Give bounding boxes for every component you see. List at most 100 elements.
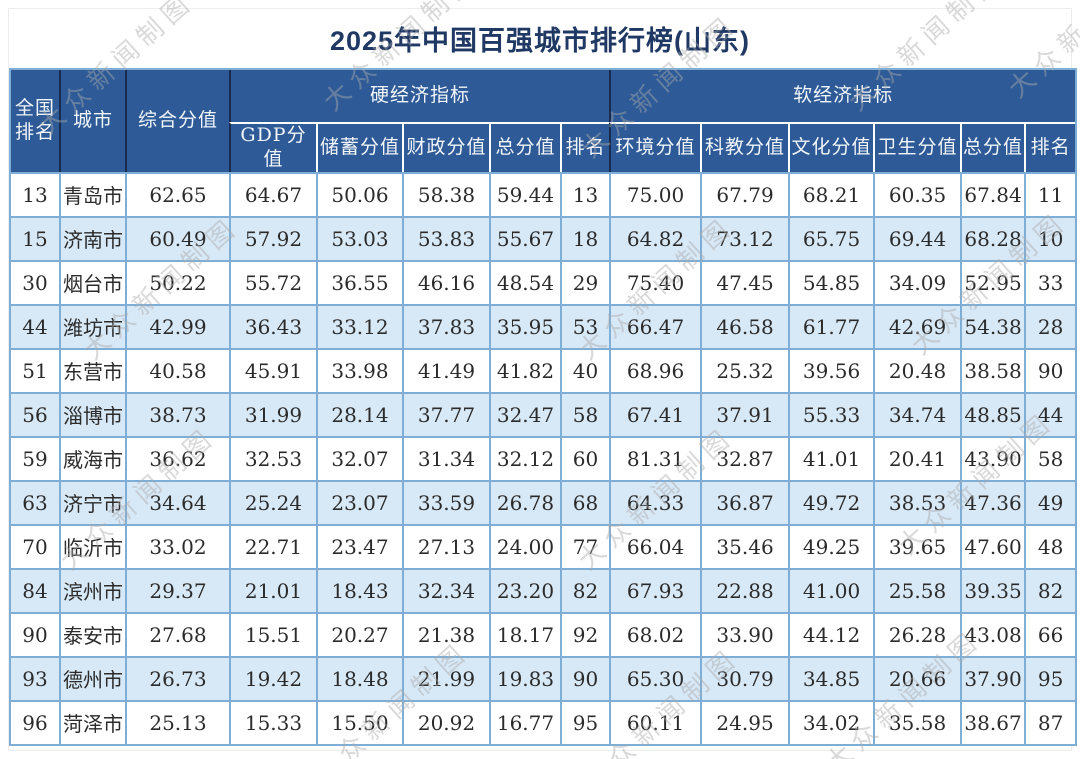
health-score-cell: 20.66 xyxy=(873,655,961,700)
soft-total-score-cell: 68.28 xyxy=(960,215,1025,260)
env-score-cell: 65.30 xyxy=(609,655,701,700)
sci-edu-score-cell: 37.91 xyxy=(700,391,789,436)
env-score-cell: 67.41 xyxy=(609,391,701,436)
culture-score-cell: 68.21 xyxy=(788,171,874,216)
table-row: 70 临沂市 33.02 22.71 23.47 27.13 24.00 77 66.04 35.… xyxy=(11,523,1076,568)
soft-rank-cell: 95 xyxy=(1024,655,1076,700)
sci-edu-score-cell: 22.88 xyxy=(700,567,789,612)
env-score-cell: 60.11 xyxy=(609,699,701,744)
culture-score-cell: 49.72 xyxy=(788,479,874,524)
composite-score-cell: 36.62 xyxy=(125,435,229,480)
national-rank-cell: 70 xyxy=(11,523,59,568)
fiscal-score-cell: 33.59 xyxy=(402,479,489,524)
savings-score-cell: 33.12 xyxy=(316,303,402,348)
hard-rank-cell: 77 xyxy=(560,523,610,568)
env-score-cell: 66.04 xyxy=(609,523,701,568)
city-name-cell: 滨州市 xyxy=(59,567,125,612)
env-score-cell: 75.40 xyxy=(609,259,701,304)
savings-score-cell: 28.14 xyxy=(316,391,402,436)
gdp-score-cell: 22.71 xyxy=(229,523,316,568)
national-rank-cell: 30 xyxy=(11,259,59,304)
hard-total-score-cell: 41.82 xyxy=(489,347,560,392)
sci-edu-score-cell: 47.45 xyxy=(700,259,789,304)
national-rank-cell: 44 xyxy=(11,303,59,348)
national-rank-cell: 56 xyxy=(11,391,59,436)
city-name-cell: 德州市 xyxy=(59,655,125,700)
composite-score-cell: 25.13 xyxy=(125,699,229,744)
env-score-cell: 66.47 xyxy=(609,303,701,348)
fiscal-score-cell: 46.16 xyxy=(402,259,489,304)
city-name-cell: 泰安市 xyxy=(59,611,125,656)
header-gdp-score: GDP分值 xyxy=(229,122,316,172)
soft-rank-cell: 58 xyxy=(1024,435,1076,480)
culture-score-cell: 54.85 xyxy=(788,259,874,304)
culture-score-cell: 44.12 xyxy=(788,611,874,656)
savings-score-cell: 53.03 xyxy=(316,215,402,260)
culture-score-cell: 41.00 xyxy=(788,567,874,612)
table-row: 90 泰安市 27.68 15.51 20.27 21.38 18.17 92 68.02 33.… xyxy=(11,611,1076,656)
culture-score-cell: 55.33 xyxy=(788,391,874,436)
soft-rank-cell: 33 xyxy=(1024,259,1076,304)
soft-total-score-cell: 47.36 xyxy=(960,479,1025,524)
soft-total-score-cell: 48.85 xyxy=(960,391,1025,436)
gdp-score-cell: 57.92 xyxy=(229,215,316,260)
hard-rank-cell: 13 xyxy=(560,171,610,216)
env-score-cell: 75.00 xyxy=(609,171,701,216)
national-rank-cell: 84 xyxy=(11,567,59,612)
health-score-cell: 20.41 xyxy=(873,435,961,480)
hard-rank-cell: 40 xyxy=(560,347,610,392)
sci-edu-score-cell: 30.79 xyxy=(700,655,789,700)
savings-score-cell: 36.55 xyxy=(316,259,402,304)
table-row: 30 烟台市 50.22 55.72 36.55 46.16 48.54 29 75.40 47.… xyxy=(11,259,1076,304)
composite-score-cell: 26.73 xyxy=(125,655,229,700)
health-score-cell: 25.58 xyxy=(873,567,961,612)
table-row: 56 淄博市 38.73 31.99 28.14 37.77 32.47 58 67.41 37.… xyxy=(11,391,1076,436)
table-row: 63 济宁市 34.64 25.24 23.07 33.59 26.78 68 64.33 36.… xyxy=(11,479,1076,524)
gdp-score-cell: 45.91 xyxy=(229,347,316,392)
header-savings-score: 储蓄分值 xyxy=(316,122,402,172)
composite-score-cell: 34.64 xyxy=(125,479,229,524)
fiscal-score-cell: 58.38 xyxy=(402,171,489,216)
composite-score-cell: 42.99 xyxy=(125,303,229,348)
gdp-score-cell: 55.72 xyxy=(229,259,316,304)
national-rank-cell: 15 xyxy=(11,215,59,260)
national-rank-cell: 90 xyxy=(11,611,59,656)
env-score-cell: 64.33 xyxy=(609,479,701,524)
culture-score-cell: 34.85 xyxy=(788,655,874,700)
fiscal-score-cell: 20.92 xyxy=(402,699,489,744)
soft-rank-cell: 82 xyxy=(1024,567,1076,612)
hard-rank-cell: 60 xyxy=(560,435,610,480)
sci-edu-score-cell: 35.46 xyxy=(700,523,789,568)
soft-total-score-cell: 43.08 xyxy=(960,611,1025,656)
savings-score-cell: 32.07 xyxy=(316,435,402,480)
gdp-score-cell: 32.53 xyxy=(229,435,316,480)
composite-score-cell: 38.73 xyxy=(125,391,229,436)
header-soft-economy-group: 软经济指标 xyxy=(609,70,1076,122)
savings-score-cell: 15.50 xyxy=(316,699,402,744)
sci-edu-score-cell: 32.87 xyxy=(700,435,789,480)
soft-rank-cell: 10 xyxy=(1024,215,1076,260)
soft-total-score-cell: 47.60 xyxy=(960,523,1025,568)
env-score-cell: 81.31 xyxy=(609,435,701,480)
city-ranking-table: 全国排名 城市 综合分值 硬经济指标 软经济指标 GDP分值 储蓄分值 财政分值… xyxy=(9,68,1078,746)
soft-rank-cell: 66 xyxy=(1024,611,1076,656)
culture-score-cell: 41.01 xyxy=(788,435,874,480)
soft-total-score-cell: 38.58 xyxy=(960,347,1025,392)
hard-total-score-cell: 59.44 xyxy=(489,171,560,216)
city-name-cell: 东营市 xyxy=(59,347,125,392)
fiscal-score-cell: 37.77 xyxy=(402,391,489,436)
savings-score-cell: 18.48 xyxy=(316,655,402,700)
gdp-score-cell: 36.43 xyxy=(229,303,316,348)
health-score-cell: 38.53 xyxy=(873,479,961,524)
header-composite-score: 综合分值 xyxy=(125,70,229,172)
city-name-cell: 潍坊市 xyxy=(59,303,125,348)
table-row: 13 青岛市 62.65 64.67 50.06 58.38 59.44 13 75.00 67.… xyxy=(11,171,1076,216)
health-score-cell: 34.09 xyxy=(873,259,961,304)
health-score-cell: 34.74 xyxy=(873,391,961,436)
savings-score-cell: 23.07 xyxy=(316,479,402,524)
soft-rank-cell: 44 xyxy=(1024,391,1076,436)
hard-total-score-cell: 23.20 xyxy=(489,567,560,612)
gdp-score-cell: 64.67 xyxy=(229,171,316,216)
composite-score-cell: 50.22 xyxy=(125,259,229,304)
health-score-cell: 60.35 xyxy=(873,171,961,216)
